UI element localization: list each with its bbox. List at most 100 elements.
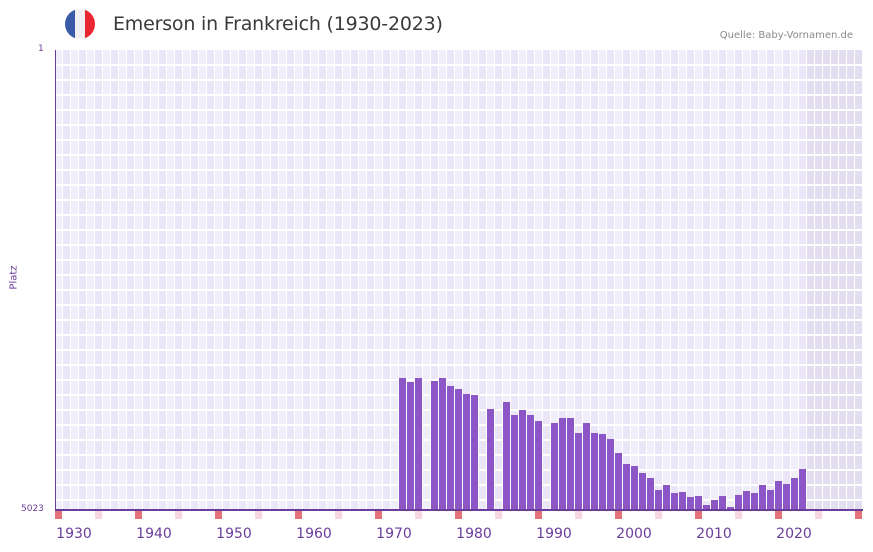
- bar-2013[interactable]: [735, 495, 742, 510]
- bar-1978[interactable]: [455, 389, 462, 510]
- grid-column: [287, 50, 295, 510]
- bar-2006[interactable]: [679, 492, 686, 510]
- grid-column: [783, 50, 791, 510]
- bar-2015[interactable]: [751, 493, 758, 510]
- grid-column: [279, 50, 287, 510]
- x-tick-label: 1990: [536, 526, 572, 542]
- grid-column: [567, 50, 575, 510]
- grid-column: [583, 50, 591, 510]
- grid-column: [343, 50, 351, 510]
- bar-1973[interactable]: [415, 378, 422, 510]
- bar-1987[interactable]: [527, 415, 534, 510]
- bar-1993[interactable]: [575, 433, 582, 510]
- bar-1995[interactable]: [591, 433, 598, 510]
- grid-column: [55, 50, 63, 510]
- grid-column: [215, 50, 223, 510]
- bar-1977[interactable]: [447, 386, 454, 510]
- grid-column: [167, 50, 175, 510]
- bar-2000[interactable]: [631, 466, 638, 510]
- bar-2009[interactable]: [703, 505, 710, 510]
- y-axis-line: [55, 50, 56, 511]
- bar-2018[interactable]: [775, 481, 782, 510]
- bar-1992[interactable]: [567, 418, 574, 510]
- bar-2014[interactable]: [743, 491, 750, 510]
- bar-2003[interactable]: [655, 490, 662, 510]
- bar-2019[interactable]: [783, 484, 790, 510]
- grid-column: [87, 50, 95, 510]
- bar-1991[interactable]: [559, 418, 566, 510]
- bar-2011[interactable]: [719, 496, 726, 510]
- bar-1971[interactable]: [399, 378, 406, 510]
- grid-row-line: [55, 79, 863, 81]
- bar-2021[interactable]: [799, 469, 806, 510]
- grid-column: [575, 50, 583, 510]
- bar-1986[interactable]: [519, 410, 526, 510]
- year-marker: [535, 511, 542, 519]
- grid-column: [191, 50, 199, 510]
- bar-2005[interactable]: [671, 493, 678, 510]
- grid-column: [823, 50, 831, 510]
- grid-row-line: [55, 379, 863, 381]
- bar-1988[interactable]: [535, 421, 542, 510]
- grid-column: [767, 50, 775, 510]
- grid-column: [383, 50, 391, 510]
- grid-row-line: [55, 124, 863, 126]
- year-marker: [575, 511, 582, 519]
- bar-1975[interactable]: [431, 381, 438, 510]
- grid-column: [463, 50, 471, 510]
- bar-2017[interactable]: [767, 490, 774, 510]
- grid-column: [775, 50, 783, 510]
- year-marker: [135, 511, 142, 519]
- bar-1979[interactable]: [463, 394, 470, 510]
- bar-2002[interactable]: [647, 478, 654, 510]
- chart-title: Emerson in Frankreich (1930-2023): [113, 13, 443, 35]
- bar-1976[interactable]: [439, 378, 446, 510]
- grid-column: [551, 50, 559, 510]
- grid-column: [447, 50, 455, 510]
- year-marker: [855, 511, 862, 519]
- bar-1984[interactable]: [503, 402, 510, 510]
- bar-2020[interactable]: [791, 478, 798, 510]
- grid-column: [655, 50, 663, 510]
- grid-column: [479, 50, 487, 510]
- grid-row-line: [55, 184, 863, 186]
- grid-column: [503, 50, 511, 510]
- grid-row-line: [55, 199, 863, 201]
- bar-1990[interactable]: [551, 423, 558, 510]
- year-marker: [615, 511, 622, 519]
- grid-column: [63, 50, 71, 510]
- year-marker: [55, 511, 62, 519]
- grid-column: [591, 50, 599, 510]
- bar-1996[interactable]: [599, 434, 606, 510]
- bar-1980[interactable]: [471, 395, 478, 510]
- bar-2016[interactable]: [759, 485, 766, 510]
- grid-column: [423, 50, 431, 510]
- bar-1972[interactable]: [407, 382, 414, 510]
- bar-1997[interactable]: [607, 439, 614, 510]
- grid-column: [559, 50, 567, 510]
- grid-column: [359, 50, 367, 510]
- source-link[interactable]: Quelle: Baby-Vornamen.de: [719, 30, 853, 41]
- grid-column: [687, 50, 695, 510]
- bar-2010[interactable]: [711, 500, 718, 510]
- bar-2008[interactable]: [695, 496, 702, 510]
- grid-column: [607, 50, 615, 510]
- flag-blue-stripe: [65, 9, 75, 39]
- bar-2004[interactable]: [663, 485, 670, 510]
- grid-row-line: [55, 349, 863, 351]
- bar-1985[interactable]: [511, 415, 518, 510]
- grid-column: [639, 50, 647, 510]
- y-axis-title: Platz: [8, 265, 20, 290]
- x-tick-label: 2010: [696, 526, 732, 542]
- bar-1982[interactable]: [487, 409, 494, 510]
- y-axis-top-label: 1: [38, 44, 44, 54]
- bar-1999[interactable]: [623, 464, 630, 510]
- bar-2007[interactable]: [687, 497, 694, 510]
- bar-2012[interactable]: [727, 507, 734, 510]
- grid-row-line: [55, 259, 863, 261]
- grid-column: [239, 50, 247, 510]
- bar-1994[interactable]: [583, 423, 590, 510]
- grid-column: [487, 50, 495, 510]
- bar-2001[interactable]: [639, 473, 646, 510]
- bar-1998[interactable]: [615, 453, 622, 510]
